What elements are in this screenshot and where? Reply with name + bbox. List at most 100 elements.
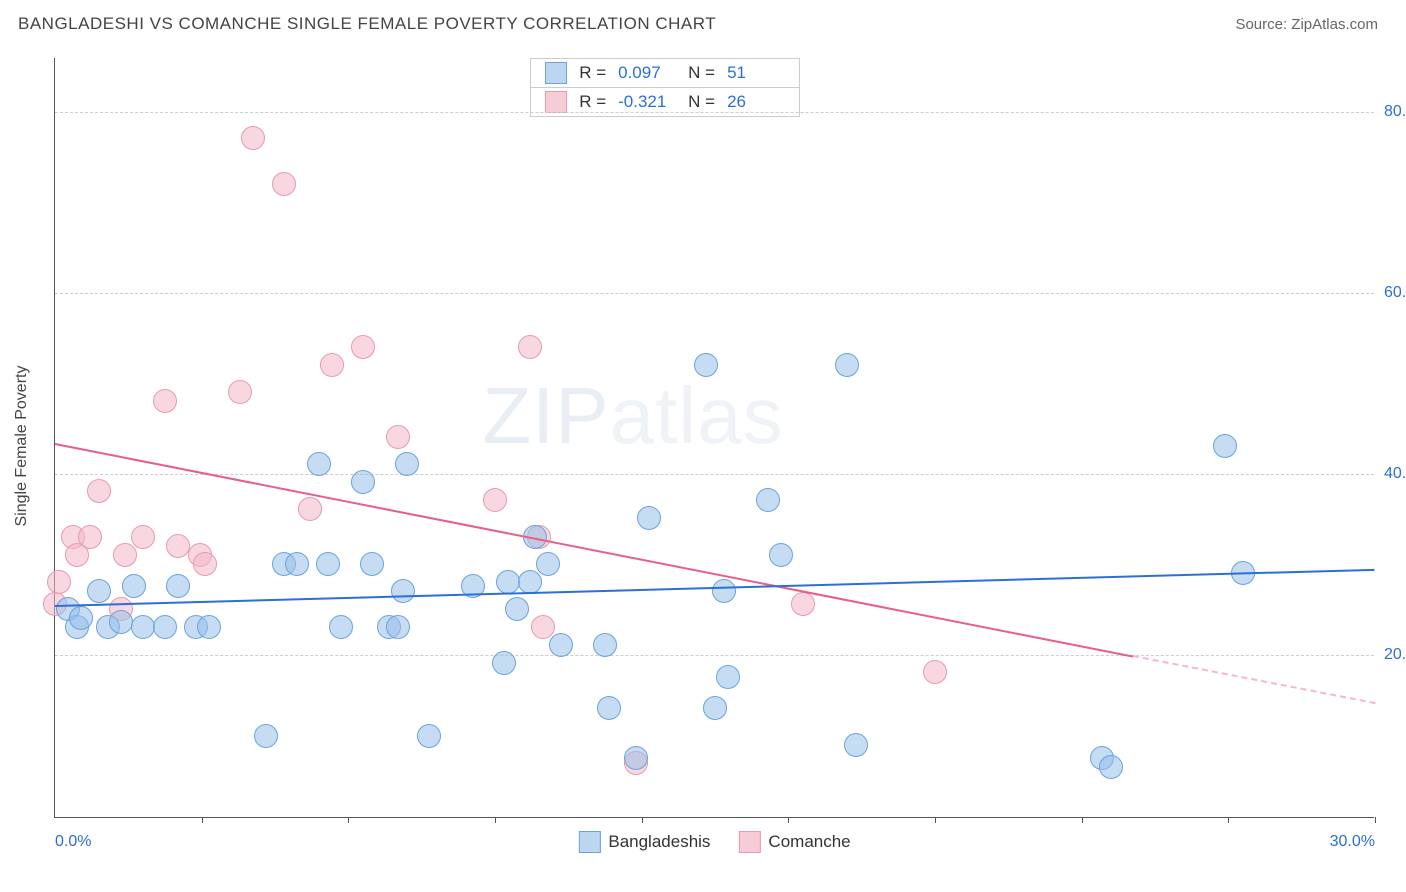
data-point-bangladeshis [386,615,410,639]
x-tick-mark [935,817,936,823]
x-tick-mark [202,817,203,823]
x-tick-mark [495,817,496,823]
data-point-bangladeshis [166,574,190,598]
data-point-bangladeshis [549,633,573,657]
data-point-comanche [386,425,410,449]
x-tick-mark [1082,817,1083,823]
x-tick-mark [348,817,349,823]
legend-swatch [738,831,760,853]
data-point-comanche [518,335,542,359]
plot-area: ZIPatlas R =0.097N =51R =-0.321N =26 Ban… [54,58,1374,818]
data-point-comanche [193,552,217,576]
y-tick-label: 20.0% [1384,646,1406,664]
data-point-bangladeshis [496,570,520,594]
data-point-bangladeshis [360,552,384,576]
data-point-bangladeshis [122,574,146,598]
data-point-bangladeshis [624,746,648,770]
y-tick-label: 40.0% [1384,465,1406,483]
data-point-comanche [923,660,947,684]
x-tick-mark [1228,817,1229,823]
data-point-bangladeshis [1213,434,1237,458]
data-point-comanche [113,543,137,567]
stat-n-label: N = [688,63,715,83]
data-point-comanche [228,380,252,404]
stat-n-value: 26 [727,92,785,112]
gridline [55,655,1374,656]
data-point-bangladeshis [131,615,155,639]
data-point-bangladeshis [254,724,278,748]
data-point-bangladeshis [505,597,529,621]
data-point-bangladeshis [756,488,780,512]
trend-line-comanche-extrapolated [1133,655,1375,704]
watermark: ZIPatlas [482,370,783,462]
data-point-bangladeshis [518,570,542,594]
data-point-comanche [153,389,177,413]
data-point-bangladeshis [417,724,441,748]
data-point-bangladeshis [844,733,868,757]
data-point-bangladeshis [769,543,793,567]
x-tick-mark [1375,817,1376,823]
y-axis-label: Single Female Poverty [13,366,31,527]
x-tick-mark [788,817,789,823]
data-point-bangladeshis [1099,755,1123,779]
x-tick-label: 0.0% [55,833,91,851]
x-tick-label: 30.0% [1330,833,1375,851]
data-point-bangladeshis [69,606,93,630]
legend-label: Bangladeshis [608,832,710,852]
data-point-bangladeshis [351,470,375,494]
stats-box: R = 0.097 N = 51 R = -0.321 N = 26 [530,58,800,117]
source-label: Source: ZipAtlas.com [1235,16,1378,33]
data-point-comanche [298,497,322,521]
stat-n-label: N = [688,92,715,112]
data-point-comanche [131,525,155,549]
legend-swatch [578,831,600,853]
data-point-comanche [47,570,71,594]
watermark-bold: ZIP [482,371,609,460]
gridline [55,474,1374,475]
data-point-bangladeshis [391,579,415,603]
data-point-comanche [483,488,507,512]
data-point-bangladeshis [716,665,740,689]
data-point-bangladeshis [703,696,727,720]
data-point-bangladeshis [307,452,331,476]
chart-title: BANGLADESHI VS COMANCHE SINGLE FEMALE PO… [18,14,716,34]
legend-item: Comanche [738,831,850,853]
data-point-bangladeshis [694,353,718,377]
data-point-bangladeshis [109,610,133,634]
data-point-bangladeshis [285,552,309,576]
gridline [55,112,1374,113]
data-point-bangladeshis [153,615,177,639]
stat-r-label: R = [579,63,606,83]
stat-n-value: 51 [727,63,785,83]
data-point-bangladeshis [712,579,736,603]
data-point-comanche [320,353,344,377]
legend-swatch [545,62,567,84]
gridline [55,293,1374,294]
x-tick-mark [642,817,643,823]
data-point-bangladeshis [197,615,221,639]
data-point-comanche [351,335,375,359]
legend-swatch [545,91,567,113]
stat-r-value: 0.097 [618,63,676,83]
stat-r-label: R = [579,92,606,112]
data-point-bangladeshis [593,633,617,657]
data-point-bangladeshis [329,615,353,639]
data-point-bangladeshis [536,552,560,576]
data-point-comanche [87,479,111,503]
legend-label: Comanche [768,832,850,852]
legend-item: Bangladeshis [578,831,710,853]
data-point-comanche [272,172,296,196]
data-point-comanche [166,534,190,558]
data-point-bangladeshis [597,696,621,720]
watermark-thin: atlas [610,371,784,460]
data-point-bangladeshis [492,651,516,675]
data-point-comanche [241,126,265,150]
data-point-bangladeshis [637,506,661,530]
data-point-bangladeshis [395,452,419,476]
stat-r-value: -0.321 [618,92,676,112]
data-point-comanche [791,592,815,616]
bottom-legend: Bangladeshis Comanche [578,831,850,853]
stats-row: R = 0.097 N = 51 [531,59,799,88]
y-tick-label: 60.0% [1384,284,1406,302]
data-point-bangladeshis [87,579,111,603]
